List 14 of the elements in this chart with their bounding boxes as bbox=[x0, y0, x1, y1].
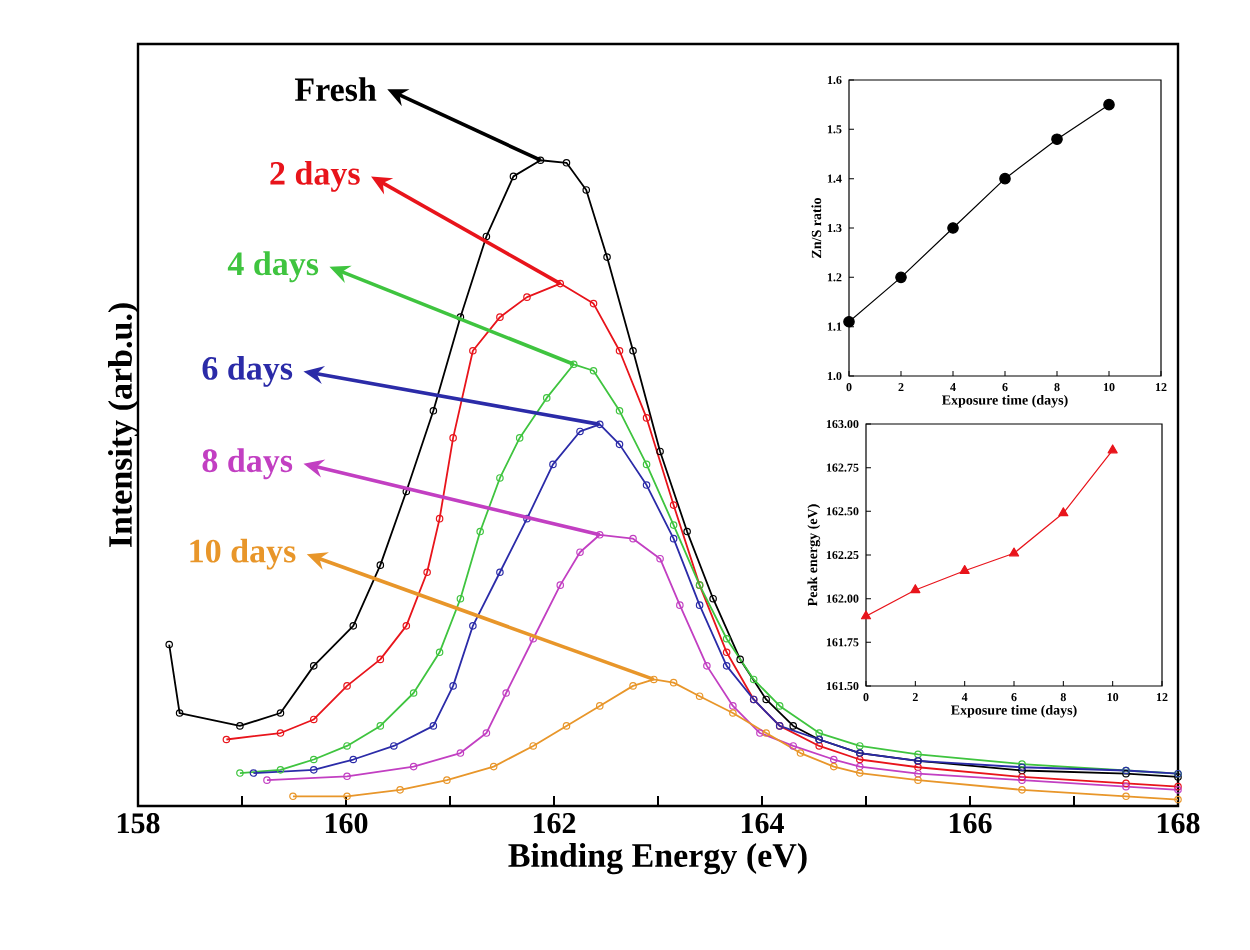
legend-label: Fresh bbox=[294, 77, 377, 102]
x-tick-label: 162 bbox=[533, 813, 576, 834]
x-tick-label: 164 bbox=[741, 813, 784, 834]
x-tick-label: 168 bbox=[1157, 813, 1200, 834]
x-tick-label: 166 bbox=[949, 813, 992, 834]
legend-label: 4 days bbox=[227, 251, 319, 283]
y-axis-title: Intensity (arb.u.) bbox=[108, 303, 139, 548]
legend-label: 10 days bbox=[190, 538, 296, 570]
legend-label: 6 days bbox=[202, 355, 293, 387]
legend-label: 2 days bbox=[270, 160, 360, 192]
x-tick-label: 158 bbox=[117, 813, 160, 834]
legend-label: 8 days bbox=[202, 448, 293, 480]
x-axis-title: Binding Energy (eV) bbox=[508, 843, 807, 875]
x-tick-label: 160 bbox=[325, 813, 368, 834]
